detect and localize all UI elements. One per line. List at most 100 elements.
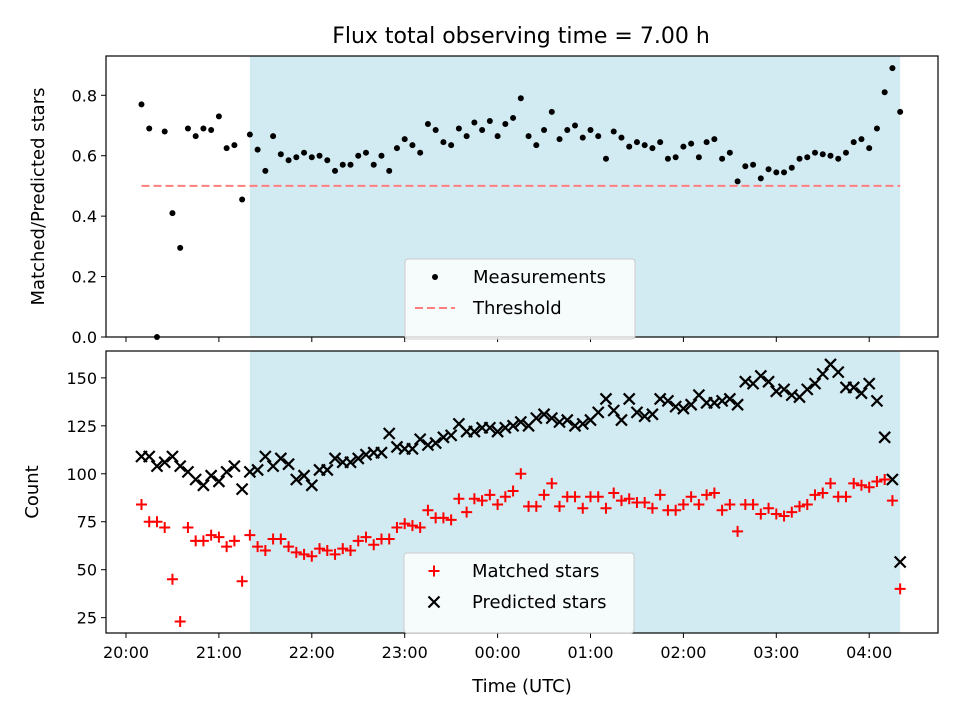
predicted-star-point [878,431,891,444]
matched-star-point [600,502,612,514]
measurement-point [215,113,222,120]
measurement-point [703,139,710,146]
measurement-point [881,89,888,96]
matched-star-point [306,550,318,562]
x-tick-label: 04:00 [846,643,892,662]
matched-star-point [337,543,349,555]
x-tick-label: 03:00 [753,643,799,662]
predicted-star-point [375,446,388,459]
measurement-point [471,119,478,126]
measurement-point [649,145,656,152]
measurement-point [726,149,733,156]
matched-star-point [414,521,426,533]
matched-star-point [499,491,511,503]
y-tick-label: 125 [66,417,97,436]
predicted-star-point [723,392,737,406]
y-tick-label: 150 [66,369,97,388]
legend-box [404,258,636,340]
measurement-point [424,120,431,127]
predicted-star-point [282,457,295,471]
ratio-y-axis-label: Matched/Predicted stars [28,88,49,306]
predicted-star-point [762,375,775,388]
legend-marker-swatch [432,274,438,280]
measurement-point [641,142,648,149]
predicted-star-point [646,408,659,421]
predicted-star-point [731,398,744,411]
matched-star-point [654,489,666,501]
predicted-star-point [754,369,768,383]
measurement-point [889,65,896,72]
measurement-point [223,145,230,152]
matched-star-point [747,498,759,510]
matched-star-point [685,491,697,503]
matched-star-point [646,502,658,514]
measurement-point [541,127,548,134]
predicted-star-point [444,429,458,442]
matched-star-point [716,504,728,516]
matched-star-point [135,498,147,510]
measurement-point [626,143,633,150]
matched-star-point [213,531,225,543]
y-tick-label: 0.4 [72,207,97,226]
matched-star-point [794,500,806,512]
measurement-point [339,161,346,168]
matched-star-point [786,506,798,518]
matched-star-point [863,481,875,493]
measurement-point [177,244,184,251]
measurement-point [680,143,687,150]
predicted-star-point [831,365,845,379]
measurement-point [734,178,741,185]
predicted-star-point [142,450,156,463]
measurement-point [324,157,331,164]
x-tick-label: 02:00 [660,643,706,662]
predicted-star-point [290,473,303,486]
measurement-point [401,136,408,143]
predicted-star-point [197,479,210,492]
x-tick-label: 23:00 [382,643,428,662]
matched-star-point [368,539,380,551]
measurement-point [842,149,849,156]
predicted-star-point [622,392,636,406]
measurement-point [765,166,772,173]
predicted-star-point [545,411,559,425]
measurement-point [409,142,416,149]
measurement-point [587,127,594,134]
measurement-point [757,175,764,182]
matched-star-point [468,493,480,505]
predicted-star-point [305,479,319,492]
matched-star-point [437,512,449,524]
predicted-star-point [816,367,830,381]
predicted-star-point [847,381,860,394]
predicted-star-point [800,383,814,396]
measurement-point [533,142,540,149]
predicted-star-point [328,452,342,465]
measurement-point [719,155,726,162]
predicted-star-point [599,392,613,406]
matched-star-point [894,583,906,595]
matched-star-point [461,506,473,518]
count-y-axis-label: Count [22,465,43,518]
x-tick-label: 22:00 [289,643,335,662]
matched-star-point [778,510,790,522]
measurement-point [448,142,455,149]
predicted-star-point [560,413,574,427]
x-tick-label: 00:00 [475,643,521,662]
measurement-point [788,164,795,171]
measurement-point [161,128,168,135]
measurement-point [486,117,493,124]
measurement-point [262,167,269,174]
ratio-panel: 0.00.20.40.60.8 Matched/Predicted stars … [28,55,939,347]
measurement-point [873,125,880,132]
matched-star-point [809,489,821,501]
measurement-point [564,127,571,134]
measurement-point [378,152,385,159]
matched-star-point [383,533,395,545]
measurement-point [556,136,563,143]
matched-star-point [770,508,782,520]
matched-star-point [639,497,651,509]
count-x-ticks: 20:00 21:00 22:00 23:00 00:00 01:00 02:00 03:00… [103,633,892,662]
matched-star-point [174,615,186,627]
matched-star-point [252,541,264,553]
matched-star-point [492,498,504,510]
